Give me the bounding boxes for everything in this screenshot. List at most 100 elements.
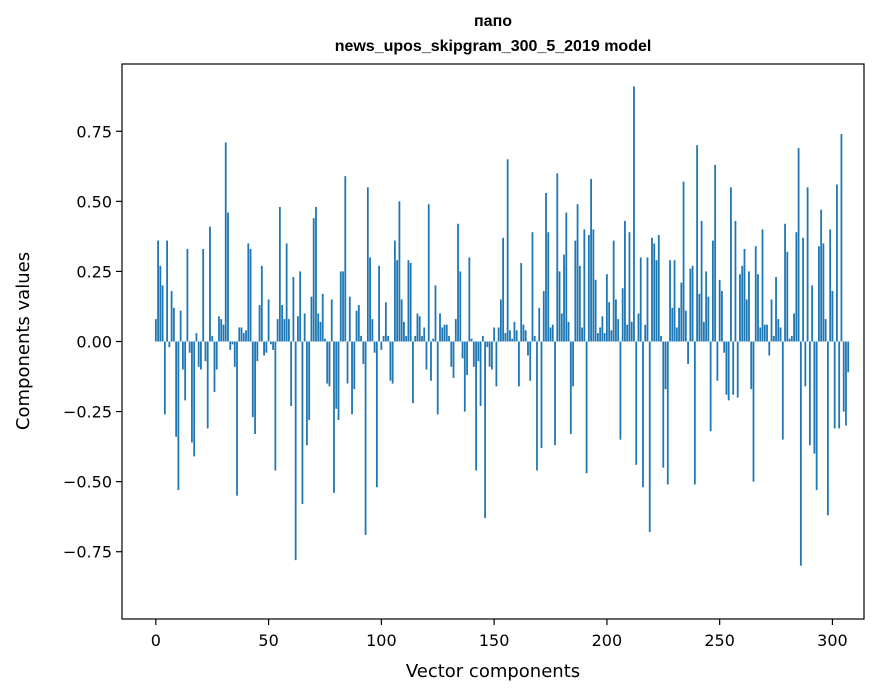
- bar: [806, 187, 809, 342]
- bar: [254, 341, 256, 434]
- bar: [172, 307, 175, 342]
- bar: [260, 265, 263, 342]
- bar: [639, 257, 642, 342]
- bar: [326, 341, 329, 384]
- bar: [186, 249, 189, 342]
- bar: [624, 220, 626, 342]
- bar: [522, 324, 525, 342]
- bar: [680, 282, 683, 342]
- bar: [711, 240, 714, 342]
- bar: [815, 341, 818, 491]
- bar: [777, 319, 780, 342]
- bar: [739, 274, 741, 342]
- bar: [576, 204, 579, 342]
- bar: [610, 330, 613, 342]
- bar: [461, 341, 464, 359]
- bar: [195, 333, 198, 342]
- bar: [384, 302, 387, 342]
- x-tick-label: 150: [479, 631, 510, 650]
- bar: [845, 341, 847, 426]
- bar: [310, 296, 313, 342]
- bar: [671, 307, 674, 342]
- y-tick-label: −0.50: [63, 473, 112, 492]
- bar: [538, 307, 541, 342]
- bar: [229, 341, 232, 350]
- x-tick-label: 0: [151, 631, 161, 650]
- bar: [820, 209, 823, 342]
- bar: [718, 279, 721, 342]
- bar: [551, 324, 554, 342]
- chart-subtitle: news_upos_skipgram_300_5_2019 model: [335, 38, 652, 55]
- bar: [509, 330, 511, 342]
- bar: [364, 341, 367, 535]
- bar: [707, 296, 710, 342]
- bar: [387, 335, 390, 342]
- bar: [213, 341, 216, 392]
- bar: [745, 299, 748, 342]
- bar: [436, 341, 439, 415]
- bar: [443, 324, 446, 342]
- bar: [256, 341, 259, 362]
- bar: [786, 251, 789, 342]
- bar: [506, 159, 509, 342]
- y-tick-label: 0.25: [76, 262, 112, 281]
- bar: [831, 291, 834, 342]
- bar: [781, 341, 784, 440]
- bar: [418, 316, 421, 342]
- bar: [657, 234, 660, 342]
- bar: [687, 341, 689, 364]
- x-tick-label: 200: [592, 631, 623, 650]
- bar: [666, 341, 669, 485]
- x-tick-label: 250: [704, 631, 735, 650]
- bar: [179, 310, 182, 342]
- bar: [272, 341, 274, 350]
- bar: [486, 341, 489, 348]
- bar: [504, 333, 507, 342]
- bar: [775, 277, 777, 342]
- bar: [633, 86, 635, 342]
- bar: [222, 324, 225, 342]
- bar: [258, 305, 261, 342]
- x-axis-label: Vector components: [406, 661, 580, 682]
- bar: [567, 321, 570, 342]
- bar: [560, 313, 563, 342]
- x-tick-label: 300: [817, 631, 848, 650]
- bar: [637, 313, 640, 342]
- bar: [267, 299, 270, 342]
- bar: [157, 240, 159, 342]
- bar: [741, 265, 744, 342]
- bar: [730, 187, 732, 342]
- bar: [297, 316, 299, 342]
- bar: [540, 341, 543, 449]
- bar: [432, 338, 435, 342]
- bar: [430, 341, 432, 381]
- bar: [407, 260, 410, 342]
- bar: [274, 341, 277, 471]
- bar: [581, 327, 583, 342]
- bar: [790, 335, 793, 342]
- bar: [292, 277, 295, 342]
- bar: [520, 263, 523, 342]
- bar: [635, 341, 638, 465]
- bar: [215, 341, 218, 370]
- bar: [700, 220, 703, 342]
- bar: [439, 313, 441, 342]
- bar: [224, 142, 227, 342]
- bar: [441, 327, 444, 342]
- bar: [621, 288, 624, 342]
- bar: [351, 341, 353, 415]
- bar: [477, 341, 480, 362]
- bar: [770, 299, 773, 342]
- bar: [772, 335, 775, 342]
- bar: [342, 271, 344, 342]
- bar: [308, 341, 311, 420]
- bar: [766, 324, 768, 342]
- bar: [161, 285, 164, 342]
- bar: [457, 223, 459, 342]
- bar: [405, 335, 408, 342]
- bar: [734, 220, 737, 342]
- bar: [324, 338, 326, 342]
- bar: [346, 341, 349, 384]
- bar: [847, 341, 850, 373]
- bar: [357, 305, 360, 342]
